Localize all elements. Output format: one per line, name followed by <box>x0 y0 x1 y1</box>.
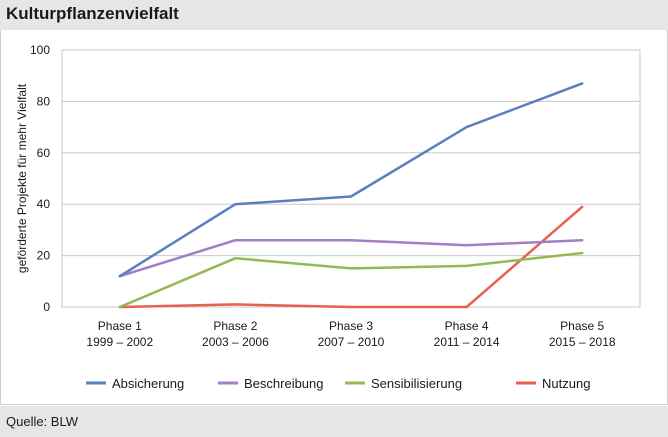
y-tick-label: 100 <box>30 43 50 57</box>
x-tick-label: Phase 5 <box>560 319 604 333</box>
x-tick-sublabel: 2011 – 2014 <box>434 335 500 349</box>
x-tick-sublabel: 2007 – 2010 <box>318 335 385 349</box>
series-line-beschreibung <box>118 238 584 278</box>
chart-title: Kulturpflanzenvielfalt <box>6 4 179 23</box>
legend-label-beschreibung: Beschreibung <box>244 376 324 391</box>
series-line-sensibilisierung <box>118 251 584 309</box>
x-tick-label: Phase 3 <box>329 319 373 333</box>
legend-label-nutzung: Nutzung <box>542 376 590 391</box>
x-tick-sublabel: 2015 – 2018 <box>549 335 616 349</box>
x-tick-label: Phase 4 <box>445 319 489 333</box>
x-tick-label: Phase 1 <box>98 319 142 333</box>
x-tick-sublabel: 2003 – 2006 <box>202 335 269 349</box>
legend-label-sensibilisierung: Sensibilisierung <box>371 376 462 391</box>
x-tick-label: Phase 2 <box>213 319 257 333</box>
title-bar: Kulturpflanzenvielfalt <box>0 0 668 30</box>
line-chart: 0 20 40 60 80 100 geförderte Projekte für mehr… <box>15 43 641 391</box>
y-tick-label: 0 <box>43 300 50 314</box>
series-line-nutzung <box>118 205 584 309</box>
x-tick-sublabel: 1999 – 2002 <box>86 335 153 349</box>
source-bar: Quelle: BLW <box>0 406 668 437</box>
y-axis-label: geförderte Projekte für mehr Vielfalt <box>15 83 29 273</box>
series-line-absicherung <box>118 82 584 278</box>
legend-label-absicherung: Absicherung <box>112 376 184 391</box>
y-tick-label: 80 <box>37 94 51 108</box>
y-tick-label: 20 <box>37 249 51 263</box>
y-tick-label: 40 <box>37 197 51 211</box>
source-note: Quelle: BLW <box>6 414 79 429</box>
y-tick-label: 60 <box>37 146 51 160</box>
